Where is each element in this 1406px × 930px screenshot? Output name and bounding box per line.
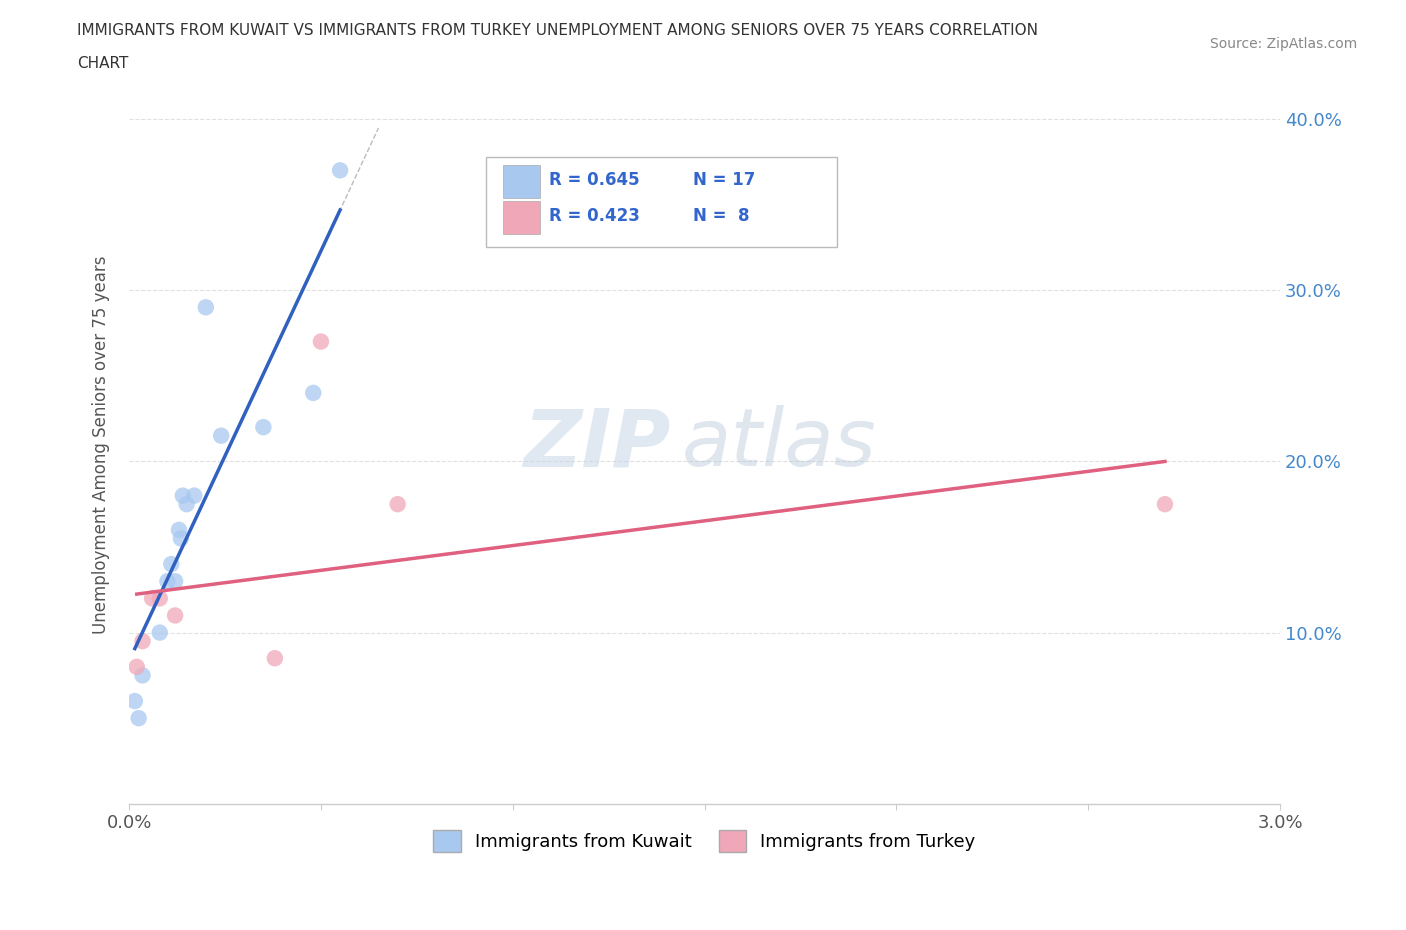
Text: N = 17: N = 17 [693,171,755,190]
Y-axis label: Unemployment Among Seniors over 75 years: Unemployment Among Seniors over 75 years [93,255,110,633]
Point [309,334,332,349]
Text: Source: ZipAtlas.com: Source: ZipAtlas.com [1209,37,1357,51]
Point [194,299,217,314]
Text: CHART: CHART [77,56,129,71]
Point [141,591,163,605]
Point [165,608,187,623]
FancyBboxPatch shape [486,156,837,246]
Point [128,711,150,725]
Text: atlas: atlas [682,405,876,484]
Point [165,574,187,589]
Text: R = 0.645: R = 0.645 [550,171,640,190]
Point [149,591,172,605]
Point [302,385,325,400]
Point [209,428,232,443]
Point [183,488,205,503]
Point [149,625,172,640]
FancyBboxPatch shape [503,165,540,198]
Point [124,694,146,709]
Point [170,531,193,546]
Point [125,659,148,674]
Point [252,419,274,434]
Point [167,523,190,538]
Point [172,488,194,503]
Point [263,651,285,666]
Point [131,633,153,648]
Point [160,557,183,572]
FancyBboxPatch shape [503,201,540,233]
Point [131,668,153,683]
Point [329,163,352,178]
Legend: Immigrants from Kuwait, Immigrants from Turkey: Immigrants from Kuwait, Immigrants from … [426,823,983,859]
Point [1154,497,1177,512]
Point [387,497,409,512]
Text: R = 0.423: R = 0.423 [550,207,640,225]
Text: IMMIGRANTS FROM KUWAIT VS IMMIGRANTS FROM TURKEY UNEMPLOYMENT AMONG SENIORS OVER: IMMIGRANTS FROM KUWAIT VS IMMIGRANTS FRO… [77,23,1038,38]
Text: N =  8: N = 8 [693,207,749,225]
Point [176,497,198,512]
Point [156,574,179,589]
Text: ZIP: ZIP [523,405,671,484]
